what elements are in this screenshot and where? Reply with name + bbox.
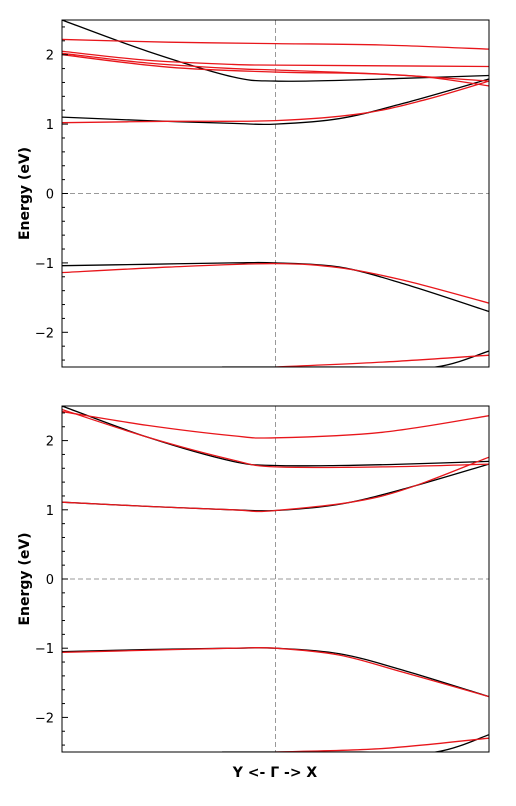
band-line-red-5 — [62, 410, 489, 439]
y-axis-label: Energy (eV) — [17, 532, 33, 625]
band-line-red-9 — [62, 80, 489, 124]
band-line-red-8 — [62, 54, 489, 87]
band-line-red-8 — [62, 646, 489, 698]
y-axis-label: Energy (eV) — [17, 147, 33, 240]
y-tick-label: 0 — [46, 573, 54, 588]
y-tick-label: 2 — [46, 49, 54, 64]
band-line-black-2 — [62, 78, 489, 126]
y-tick-label: 1 — [46, 118, 54, 133]
band-line-red-7 — [62, 456, 489, 513]
band-line-red-6 — [62, 50, 489, 68]
band-line-red-9 — [275, 737, 489, 752]
panel-2: −2 −1 0 1 2 Energy (eV) — [17, 405, 490, 753]
y-tick-label: −1 — [35, 642, 54, 657]
band-line-red-6 — [62, 408, 489, 469]
band-line-black-1 — [62, 20, 489, 82]
y-tick-label: −2 — [35, 326, 54, 341]
band-line-red-10 — [62, 262, 489, 304]
y-tick-label: 1 — [46, 504, 54, 519]
band-line-red-5 — [62, 38, 489, 50]
y-tick-label: 2 — [46, 435, 54, 450]
band-line-black-3 — [62, 261, 489, 313]
band-line-red-11 — [275, 354, 489, 367]
y-tick-label: −2 — [35, 711, 54, 726]
panel-1: −2 −1 0 1 2 Energy (eV) — [17, 19, 490, 368]
y-tick-label: −1 — [35, 257, 54, 272]
band-line-black-4 — [222, 350, 489, 367]
x-axis-label: Y <- Γ -> X — [232, 765, 318, 781]
y-tick-label: 0 — [46, 188, 54, 203]
band-line-black-4 — [222, 734, 489, 752]
